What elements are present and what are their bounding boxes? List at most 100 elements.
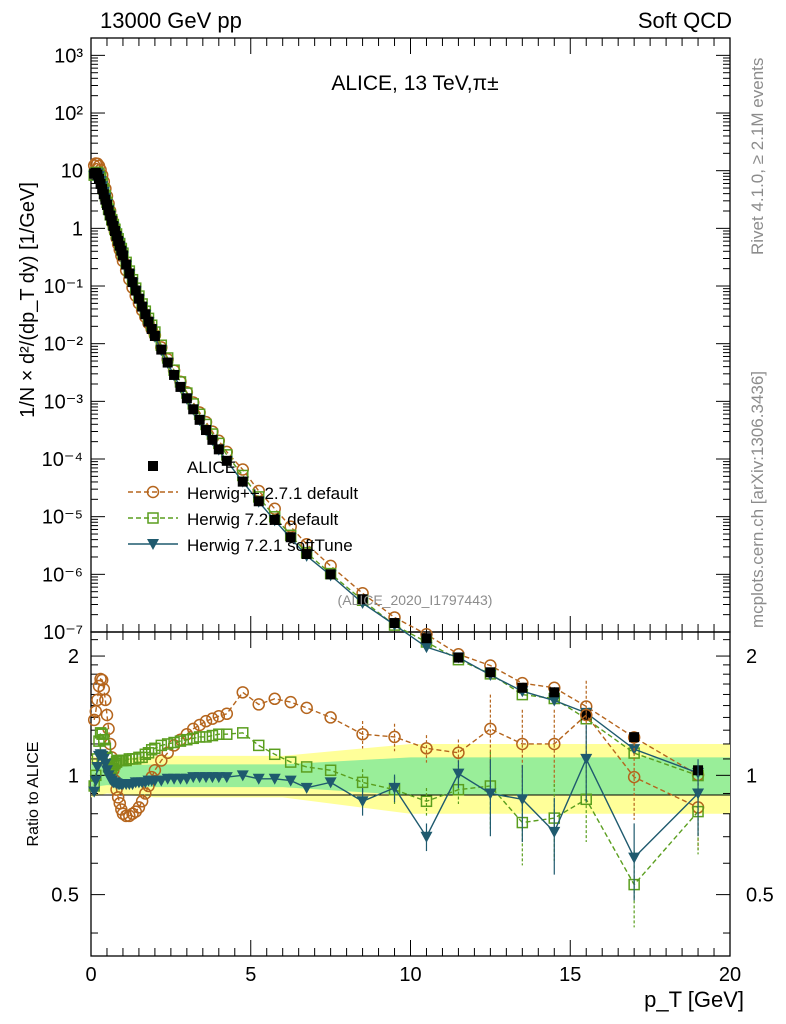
x-tick-label: 15	[559, 964, 581, 986]
point-ratio	[161, 746, 174, 760]
point-ratio	[300, 782, 313, 794]
data-point	[301, 549, 312, 560]
point-ratio	[126, 807, 139, 820]
point-ratio	[99, 758, 112, 770]
legend-label: Herwig++ 2.7.1 default	[187, 484, 358, 503]
point-ratio	[284, 775, 297, 787]
ratio-tick-label: 0.5	[51, 885, 79, 907]
data-point	[169, 369, 180, 380]
data-point	[127, 277, 138, 288]
main-axis-ticks: 10⁻⁷ 10⁻⁶ 10⁻⁵ 10⁻⁴ 10⁻³ 10⁻² 10⁻¹ 1 10 10² 10³	[42, 38, 731, 644]
data-point	[421, 633, 432, 644]
point-ratio	[420, 795, 433, 808]
point-ratio	[484, 788, 497, 800]
y-tick-label: 10⁻²	[44, 334, 84, 356]
point-ratio	[252, 739, 265, 752]
data-point	[149, 330, 160, 341]
y-tick-label: 1	[72, 218, 83, 240]
data-point	[285, 532, 296, 543]
legend-label: ALICE	[187, 458, 236, 477]
ratio-y-axis-label: Ratio to ALICE	[25, 742, 42, 847]
point-ratio	[221, 728, 233, 740]
data-point	[108, 220, 119, 231]
data-point	[140, 309, 151, 320]
header-left: 13000 GeV pp	[100, 8, 242, 33]
series-line-main	[93, 162, 699, 776]
x-tick-label: 10	[399, 964, 421, 986]
y-tick-label: 10³	[54, 45, 83, 67]
point-main	[284, 520, 297, 533]
data-point	[485, 667, 496, 678]
point-ratio	[193, 718, 206, 732]
data-point	[103, 205, 114, 216]
data-point	[117, 250, 128, 261]
y-tick-label: 10⁻⁴	[42, 449, 83, 471]
point-ratio	[627, 770, 641, 784]
data-point	[121, 259, 132, 270]
ratio-axis-ticks: 0.5 0.51 12 20 5 10 15 20	[51, 632, 774, 986]
point-ratio	[95, 673, 109, 687]
point-ratio	[116, 807, 130, 820]
data-point	[133, 293, 144, 304]
data-point	[253, 496, 264, 507]
point-ratio	[356, 796, 369, 808]
point-ratio	[692, 788, 705, 800]
data-point	[97, 184, 108, 195]
point-ratio	[213, 728, 225, 740]
point-ratio	[100, 708, 114, 722]
y-tick-label: 10⁻³	[44, 391, 84, 413]
point-ratio	[268, 773, 281, 785]
data-point	[357, 594, 368, 605]
point-ratio	[200, 731, 212, 743]
point-ratio	[284, 695, 297, 709]
header-right: Soft QCD	[638, 8, 732, 33]
point-ratio	[300, 701, 313, 715]
series-line-main	[93, 172, 699, 774]
data-point	[221, 455, 232, 466]
point-ratio	[206, 729, 219, 742]
rivet-label: Rivet 4.1.0, ≥ 2.1M events	[748, 58, 767, 255]
y-axis-label: 1/N × d²/(dp_T dy) [1/GeV]	[17, 182, 39, 418]
point-ratio	[155, 754, 168, 767]
point-ratio	[628, 852, 641, 864]
point-ratio	[420, 742, 433, 755]
source-label: mcplots.cern.ch [arXiv:1306.3436]	[748, 371, 767, 628]
point-ratio	[99, 693, 112, 707]
point-ratio	[135, 795, 149, 808]
point-main	[420, 642, 433, 654]
data-point	[111, 230, 122, 241]
point-ratio	[516, 737, 529, 751]
point-ratio	[356, 776, 369, 789]
point-ratio	[91, 761, 104, 773]
y-tick-label: 10⁻⁶	[42, 564, 83, 586]
point-ratio	[548, 826, 561, 838]
y-tick-label: 10²	[54, 103, 83, 125]
point-ratio	[252, 773, 265, 785]
data-point	[162, 357, 173, 368]
point-ratio	[212, 772, 225, 784]
point-ratio	[87, 713, 101, 727]
point-ratio	[252, 698, 265, 711]
point-ratio	[187, 732, 199, 745]
point-ratio	[220, 772, 233, 784]
data-point	[517, 682, 528, 693]
legend-label: Herwig 7.2.1 softTune	[187, 536, 353, 555]
point-ratio	[98, 733, 110, 746]
point-ratio	[388, 730, 401, 744]
main-series	[87, 157, 705, 782]
point-ratio	[268, 692, 281, 706]
data-point	[194, 414, 205, 425]
point-ratio	[155, 739, 168, 752]
ratio-tick-label-right: 0.5	[746, 885, 774, 907]
y-tick-label: 10	[61, 161, 83, 183]
point-ratio	[193, 731, 206, 743]
point-ratio	[484, 722, 497, 736]
data-point	[146, 323, 157, 334]
data-point	[325, 569, 336, 580]
series-line-main	[93, 171, 699, 777]
data-point	[101, 199, 112, 210]
data-point	[130, 285, 141, 296]
x-tick-label: 5	[245, 964, 256, 986]
point-ratio	[181, 733, 193, 746]
